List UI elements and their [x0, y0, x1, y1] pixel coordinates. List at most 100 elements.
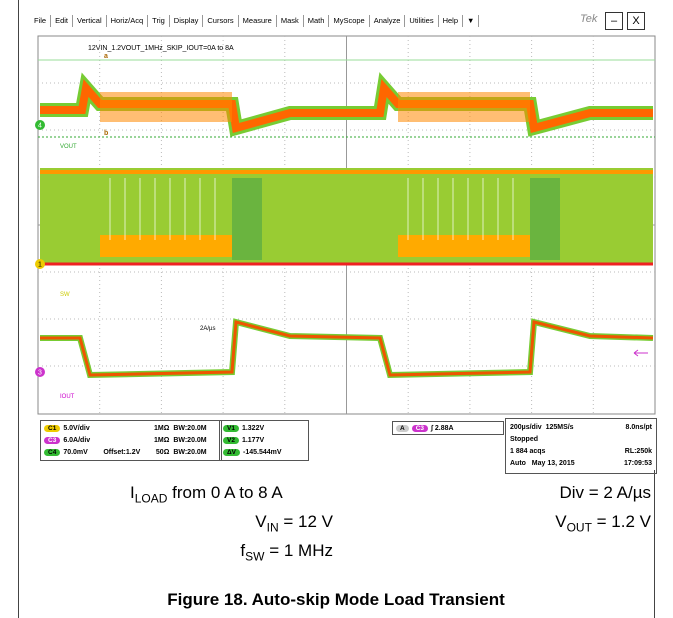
- marker-c1-label: 1: [38, 262, 42, 269]
- menu-item[interactable]: Vertical: [73, 15, 107, 27]
- measurement-id: V2: [223, 436, 239, 444]
- channel-row: C4 70.0mV Offset:1.2V 50Ω BW:20.0M: [44, 446, 218, 458]
- menu-item[interactable]: Horiz/Acq: [107, 15, 149, 27]
- menu-item[interactable]: MyScope: [329, 15, 370, 27]
- trigger-source: C3: [411, 424, 429, 432]
- menu-item[interactable]: Trig: [148, 15, 170, 27]
- close-button[interactable]: X: [627, 12, 645, 30]
- menu-bar: File Edit Vertical Horiz/Acq Trig Display Curs…: [30, 12, 480, 30]
- channel-box: C1 5.0V/div 1MΩ BW:20.0M C3 6.0A/div 1MΩ BW:20.…: [40, 420, 222, 461]
- caption-main: I: [130, 483, 135, 502]
- time-scale: 200µs/div: [510, 423, 542, 431]
- channel-impedance: 50Ω: [155, 448, 170, 456]
- menu-item[interactable]: Help: [439, 15, 464, 27]
- channel-scale: 70.0mV: [63, 448, 88, 456]
- caption-sub: SW: [245, 549, 265, 564]
- slew-label: 2A/µs: [200, 326, 215, 332]
- menu-item[interactable]: File: [30, 15, 52, 27]
- caption-main: V: [555, 512, 567, 531]
- measurement-box: V1 1.322V V2 1.177V ΔV -145.544mV: [219, 420, 309, 461]
- menu-item[interactable]: Mask: [277, 15, 304, 27]
- iout-label: IOUT: [60, 394, 75, 400]
- marker-c4: [35, 120, 45, 130]
- minimize-button[interactable]: –: [605, 12, 623, 30]
- marker-c4-label: 4: [38, 123, 42, 130]
- channel-id: C4: [44, 448, 61, 456]
- marker-c3-label: 3: [38, 370, 42, 377]
- caption-vout: VOUT = 1.2 V: [555, 512, 651, 534]
- resolution: 8.0ns/pt: [625, 423, 652, 431]
- caption-main: f: [240, 541, 246, 560]
- cursor-b-label: b: [104, 130, 108, 137]
- measurement-id: ΔV: [223, 448, 241, 456]
- caption-vin: VIN = 12 V: [255, 512, 333, 534]
- caption-sub: IN: [266, 520, 279, 535]
- sw-trace: [40, 168, 653, 266]
- record-length: RL:250k: [624, 447, 652, 455]
- trigger-mode: A: [396, 424, 409, 432]
- acq-count: 1 884 acqs: [510, 447, 546, 455]
- vout-label: VOUT: [60, 144, 77, 150]
- caption-rest: = 1.2 V: [591, 512, 651, 531]
- channel-impedance: 1MΩ: [153, 436, 170, 444]
- marker-c3: [35, 367, 45, 377]
- menu-item[interactable]: Analyze: [370, 15, 406, 27]
- caption-rest: from 0 A to 8 A: [167, 483, 283, 502]
- left-border: [18, 0, 19, 618]
- menu-item[interactable]: Display: [170, 15, 204, 27]
- caption-rest: = 12 V: [278, 512, 333, 531]
- channel-id: C1: [44, 424, 61, 432]
- sample-rate: 125MS/s: [545, 423, 574, 431]
- channel-bandwidth: BW:20.0M: [173, 436, 207, 444]
- scope-screen: 12VIN_1.2VOUT_1MHz_SKIP_IOUT=0A to 8A a …: [35, 35, 656, 415]
- channel-bandwidth: BW:20.0M: [173, 448, 207, 456]
- acq-state: Stopped: [510, 435, 538, 443]
- sw-label: SW: [60, 292, 70, 298]
- caption-main: V: [255, 512, 267, 531]
- caption-rest: = 1 MHz: [264, 541, 333, 560]
- caption-sub: LOAD: [134, 491, 168, 506]
- caption-sub: OUT: [566, 520, 592, 535]
- trigger-level: 2.88A: [434, 424, 454, 432]
- caption-fsw: fSW = 1 MHz: [240, 541, 333, 563]
- measurement-row: V2 1.177V: [223, 434, 305, 446]
- trigger-box: A C3 ∫ 2.88A: [392, 421, 504, 435]
- horizontal-box: 200µs/div 125MS/s 8.0ns/pt Stopped 1 884 …: [505, 418, 657, 474]
- caption-iload: ILOAD from 0 A to 8 A: [130, 483, 283, 505]
- screen-title: 12VIN_1.2VOUT_1MHz_SKIP_IOUT=0A to 8A: [88, 45, 234, 52]
- date: May 13, 2015: [531, 459, 575, 467]
- measurement-row: ΔV -145.544mV: [223, 446, 305, 458]
- channel-scale: 6.0A/div: [63, 436, 91, 444]
- channel-bandwidth: BW:20.0M: [173, 424, 207, 432]
- right-border: [654, 470, 655, 618]
- channel-impedance: 1MΩ: [153, 424, 170, 432]
- brand: Tek: [580, 13, 598, 25]
- channel-row: C1 5.0V/div 1MΩ BW:20.0M: [44, 422, 218, 434]
- figure-title: Figure 18. Auto-skip Mode Load Transient: [167, 590, 505, 609]
- channel-offset: Offset:1.2V: [103, 448, 141, 456]
- menu-item[interactable]: Edit: [51, 15, 74, 27]
- menu-item[interactable]: Math: [304, 15, 330, 27]
- vout-trace: [40, 72, 653, 137]
- channel-id: C3: [44, 436, 61, 444]
- menu-item[interactable]: Cursors: [203, 15, 239, 27]
- caption-div: Div = 2 A/µs: [559, 483, 651, 502]
- trigger-mode-auto: Auto: [510, 459, 526, 467]
- menu-item[interactable]: Utilities: [405, 15, 439, 27]
- measurement-id: V1: [223, 424, 239, 432]
- cursor-a-label: a: [104, 53, 108, 60]
- measurement-value: 1.322V: [241, 424, 265, 432]
- channel-scale: 5.0V/div: [63, 424, 90, 432]
- marker-c1: [35, 259, 45, 269]
- measurement-value: 1.177V: [241, 436, 265, 444]
- measurement-row: V1 1.322V: [223, 422, 305, 434]
- trigger-slope: ∫: [431, 424, 433, 432]
- measurement-value: -145.544mV: [243, 448, 282, 456]
- channel-row: C3 6.0A/div 1MΩ BW:20.0M: [44, 434, 218, 446]
- trigger-arrow: [633, 349, 648, 357]
- menu-item[interactable]: ▼: [463, 15, 480, 27]
- iout-trace: [40, 318, 654, 379]
- menu-item[interactable]: Measure: [239, 15, 277, 27]
- time: 17:09:53: [623, 459, 652, 467]
